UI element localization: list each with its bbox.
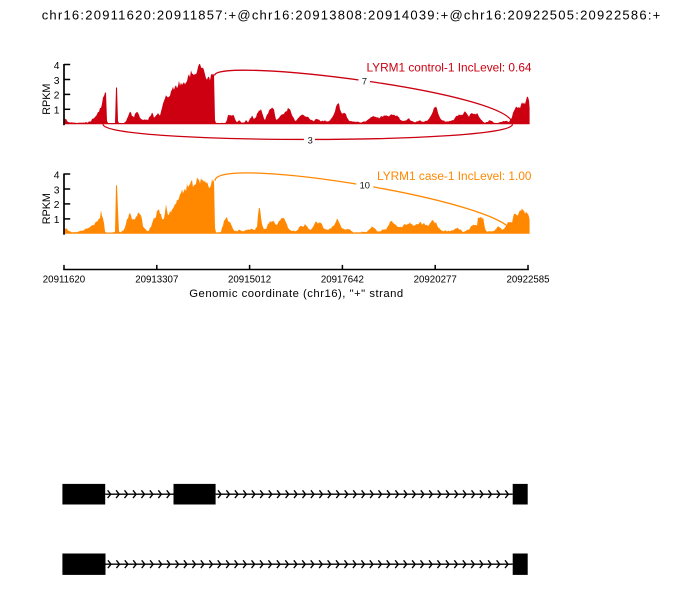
svg-text:4: 4 [54,61,60,72]
svg-text:2: 2 [54,91,60,102]
svg-text:RPKM: RPKM [41,84,53,115]
svg-text:1: 1 [54,106,60,117]
svg-text:20915012: 20915012 [228,274,271,285]
svg-text:10: 10 [360,181,370,191]
svg-text:1: 1 [54,215,60,226]
svg-text:3: 3 [54,76,60,87]
svg-text:7: 7 [362,76,367,86]
svg-text:Genomic coordinate (chr16), "+: Genomic coordinate (chr16), "+" strand [189,288,403,300]
svg-text:3: 3 [54,185,60,196]
svg-text:2: 2 [54,200,60,211]
svg-text:chr16:20911620:20911857:+@chr1: chr16:20911620:20911857:+@chr16:20913808… [42,8,662,23]
svg-text:20911620: 20911620 [43,274,86,285]
svg-text:LYRM1 control-1 IncLevel: 0.64: LYRM1 control-1 IncLevel: 0.64 [366,60,531,74]
svg-text:LYRM1 case-1 IncLevel: 1.00: LYRM1 case-1 IncLevel: 1.00 [377,169,532,183]
svg-text:RPKM: RPKM [41,193,53,224]
svg-text:3: 3 [308,135,313,145]
svg-text:20913307: 20913307 [135,274,178,285]
svg-text:4: 4 [54,170,60,181]
svg-text:20917642: 20917642 [321,274,364,285]
svg-text:20922585: 20922585 [506,274,549,285]
svg-text:20920277: 20920277 [414,274,457,285]
